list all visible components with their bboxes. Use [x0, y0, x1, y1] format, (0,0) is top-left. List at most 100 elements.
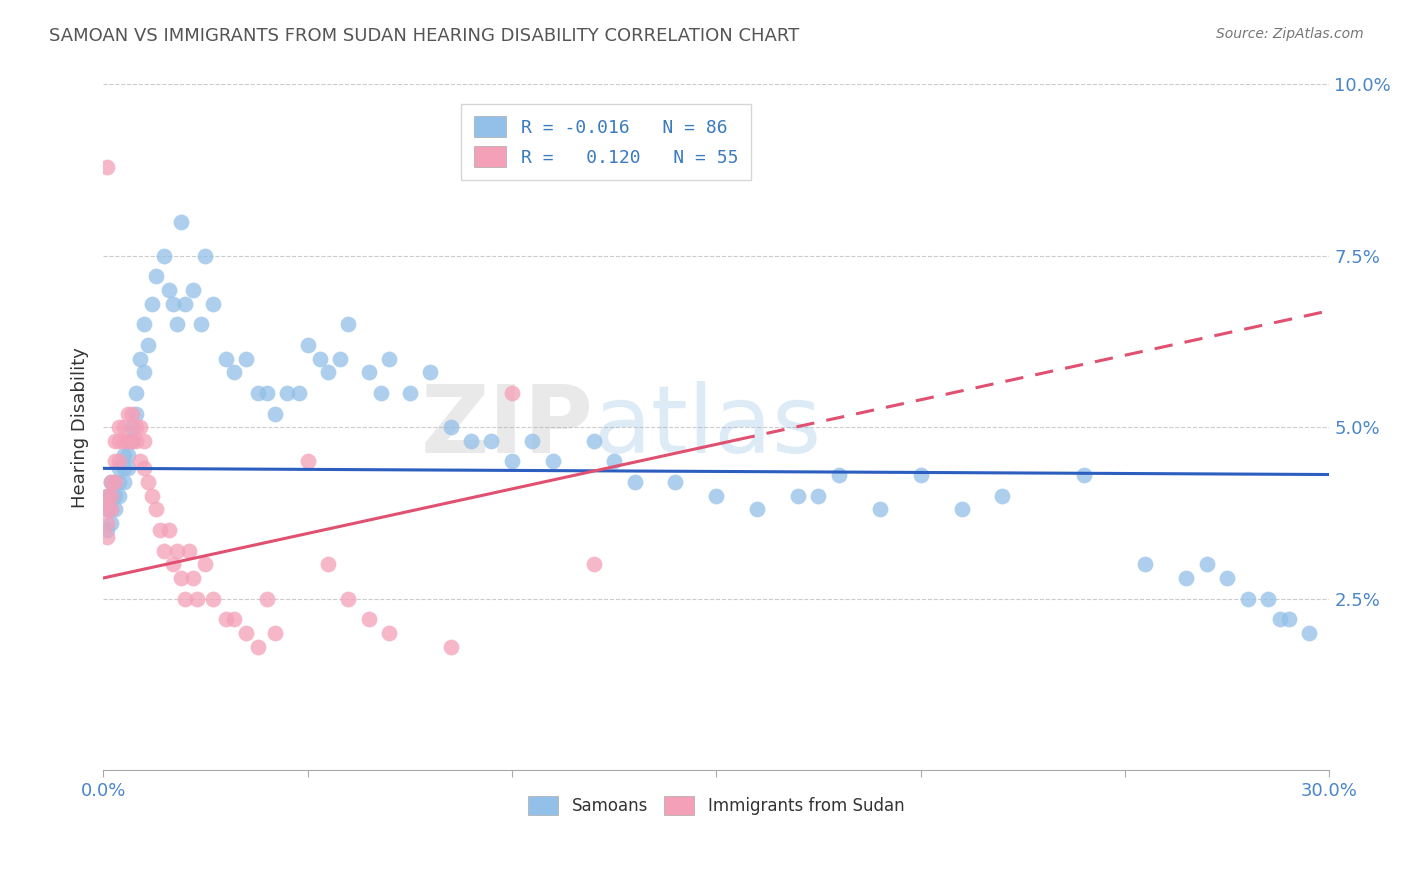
Point: [108, 461, 131, 475]
Point: [108, 454, 131, 468]
Point: [112, 475, 135, 489]
Point: [117, 448, 139, 462]
Point: [149, 523, 172, 537]
Point: [132, 365, 155, 379]
Point: [100, 475, 122, 489]
Point: [100, 489, 122, 503]
Point: [117, 434, 139, 448]
Point: [582, 434, 605, 448]
Point: [96, 502, 118, 516]
Point: [222, 365, 245, 379]
Point: [121, 420, 143, 434]
Point: [96, 489, 118, 503]
Point: [329, 351, 352, 366]
Point: [121, 434, 143, 448]
Point: [173, 297, 195, 311]
Point: [501, 386, 523, 401]
Legend: Samoans, Immigrants from Sudan: Samoans, Immigrants from Sudan: [520, 788, 912, 823]
Point: [950, 502, 973, 516]
Point: [235, 626, 257, 640]
Point: [623, 475, 645, 489]
Point: [117, 407, 139, 421]
Point: [132, 318, 155, 332]
Point: [112, 461, 135, 475]
Point: [747, 502, 769, 516]
Point: [1195, 558, 1218, 572]
Point: [129, 454, 152, 468]
Point: [104, 489, 127, 503]
Point: [194, 558, 217, 572]
Point: [162, 558, 184, 572]
Point: [104, 475, 127, 489]
Point: [145, 502, 167, 516]
Point: [108, 475, 131, 489]
Point: [100, 502, 122, 516]
Point: [202, 297, 225, 311]
Point: [112, 448, 135, 462]
Point: [112, 434, 135, 448]
Point: [398, 386, 420, 401]
Point: [1175, 571, 1198, 585]
Point: [439, 420, 461, 434]
Point: [100, 502, 122, 516]
Y-axis label: Hearing Disability: Hearing Disability: [72, 347, 89, 508]
Point: [136, 338, 159, 352]
Point: [129, 351, 152, 366]
Point: [166, 543, 188, 558]
Point: [125, 407, 148, 421]
Point: [378, 351, 401, 366]
Point: [664, 475, 686, 489]
Point: [215, 351, 238, 366]
Point: [153, 249, 176, 263]
Point: [125, 434, 148, 448]
Point: [316, 365, 339, 379]
Point: [1270, 612, 1292, 626]
Point: [460, 434, 482, 448]
Point: [108, 434, 131, 448]
Point: [582, 558, 605, 572]
Point: [141, 297, 163, 311]
Point: [153, 543, 176, 558]
Point: [96, 530, 118, 544]
Point: [263, 626, 285, 640]
Point: [256, 591, 278, 606]
Point: [297, 338, 319, 352]
Point: [288, 386, 311, 401]
Point: [141, 489, 163, 503]
Point: [104, 434, 127, 448]
Point: [541, 454, 564, 468]
Point: [337, 591, 360, 606]
Point: [603, 454, 626, 468]
Point: [1073, 468, 1095, 483]
Point: [181, 283, 204, 297]
Point: [104, 454, 127, 468]
Point: [121, 407, 143, 421]
Point: [100, 475, 122, 489]
Point: [145, 269, 167, 284]
Point: [190, 318, 212, 332]
Point: [157, 523, 180, 537]
Text: atlas: atlas: [593, 381, 823, 474]
Point: [828, 468, 851, 483]
Point: [501, 454, 523, 468]
Point: [1277, 612, 1299, 626]
Point: [121, 434, 143, 448]
Point: [117, 434, 139, 448]
Point: [104, 502, 127, 516]
Point: [439, 640, 461, 654]
Text: SAMOAN VS IMMIGRANTS FROM SUDAN HEARING DISABILITY CORRELATION CHART: SAMOAN VS IMMIGRANTS FROM SUDAN HEARING …: [49, 27, 800, 45]
Point: [125, 420, 148, 434]
Point: [1135, 558, 1157, 572]
Point: [419, 365, 441, 379]
Point: [157, 283, 180, 297]
Point: [186, 591, 208, 606]
Point: [181, 571, 204, 585]
Point: [96, 489, 118, 503]
Point: [522, 434, 544, 448]
Point: [1298, 626, 1320, 640]
Point: [117, 461, 139, 475]
Point: [378, 626, 401, 640]
Point: [247, 386, 270, 401]
Point: [276, 386, 298, 401]
Point: [337, 318, 360, 332]
